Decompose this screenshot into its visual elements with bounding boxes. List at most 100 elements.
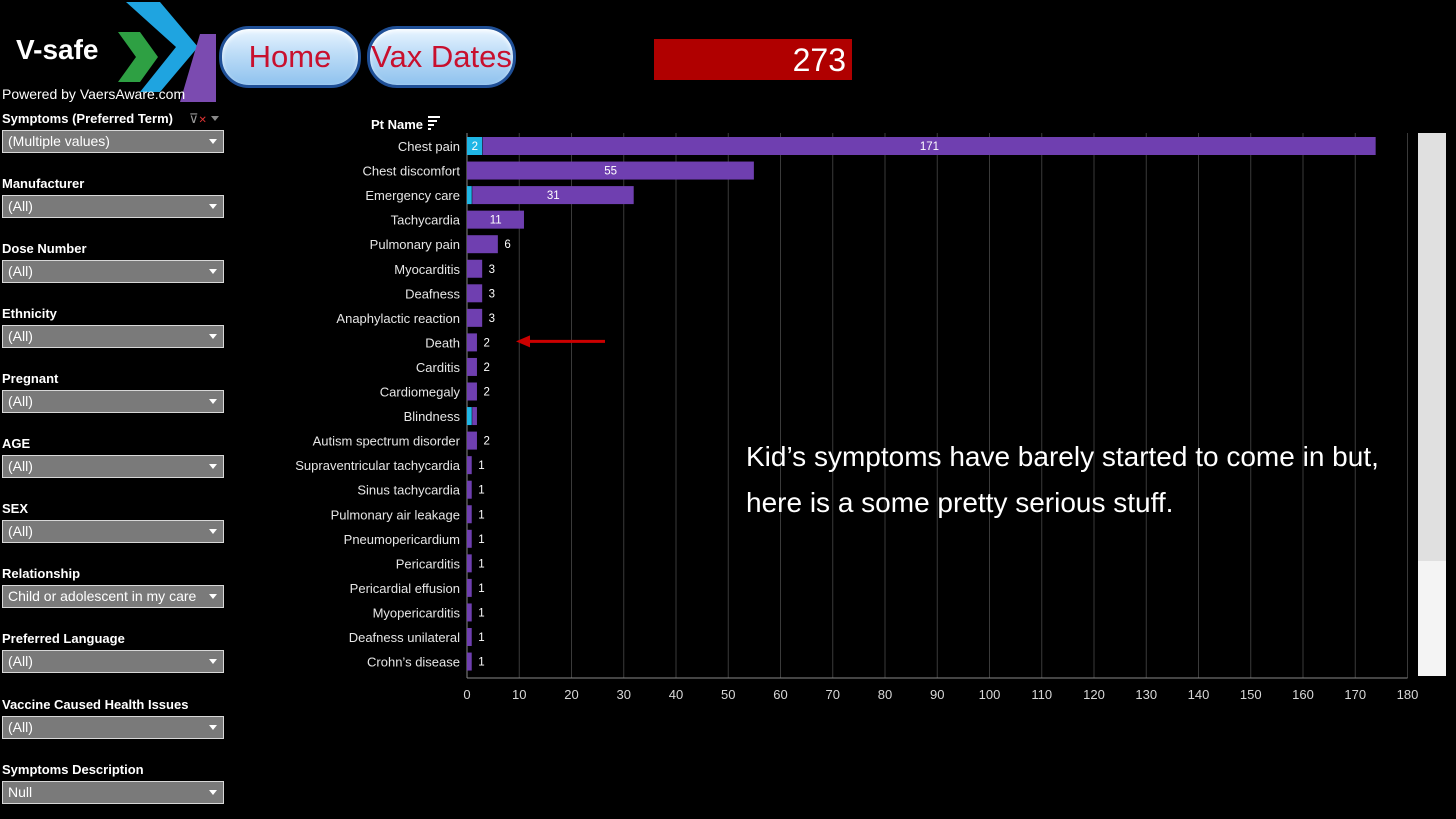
filter-dropdown[interactable]: (All): [2, 716, 224, 739]
data-label: 1: [478, 583, 484, 595]
filter-value: (All): [8, 393, 33, 409]
category-label: Crohn’s disease: [367, 655, 460, 670]
filter-title: Pregnant: [2, 371, 59, 386]
clear-filter-icon[interactable]: ⊽✕: [189, 111, 207, 126]
x-tick-label: 40: [669, 687, 683, 702]
bar-segment: [467, 628, 472, 646]
category-label: Deafness: [405, 286, 460, 301]
filter-value: (All): [8, 719, 33, 735]
bar-segment: [467, 308, 483, 327]
bar-segment: [482, 137, 1376, 155]
sort-icon: [428, 116, 440, 130]
chevron-down-icon: [209, 204, 217, 209]
x-tick-label: 20: [564, 687, 578, 702]
x-tick-label: 150: [1240, 687, 1262, 702]
filter-dropdown[interactable]: Child or adolescent in my care: [2, 585, 224, 608]
filter-dropdown[interactable]: (All): [2, 195, 224, 218]
data-label: 1: [478, 657, 484, 669]
data-label: 171: [920, 141, 939, 153]
filter-value: (All): [8, 458, 33, 474]
x-tick-label: 170: [1344, 687, 1366, 702]
filter-title: Manufacturer: [2, 176, 85, 191]
chevron-down-icon: [209, 399, 217, 404]
data-label: 1: [478, 534, 484, 546]
filter-title: Preferred Language: [2, 631, 125, 646]
chevron-down-icon: [209, 269, 217, 274]
x-tick-label: 90: [930, 687, 944, 702]
bar-segment: [467, 137, 483, 155]
chevron-down-icon: [209, 659, 217, 664]
data-label: 1: [478, 558, 484, 570]
filter-menu-icon[interactable]: [211, 116, 219, 121]
filter-dropdown[interactable]: (All): [2, 260, 224, 283]
logo-text: V-safe: [16, 34, 99, 65]
category-label: Chest discomfort: [362, 164, 460, 179]
data-label: 1: [478, 485, 484, 497]
bar-segment: [472, 186, 634, 205]
category-label: Pericarditis: [396, 556, 461, 571]
x-tick-label: 130: [1135, 687, 1157, 702]
filter-dropdown[interactable]: Null: [2, 781, 224, 804]
category-label: Pneumopericardium: [344, 532, 460, 547]
bar-segment: [467, 480, 472, 499]
filter-value: (All): [8, 328, 33, 344]
vax-dates-button[interactable]: Vax Dates: [367, 26, 516, 88]
bar-segment: [467, 382, 477, 401]
filter-dropdown[interactable]: (All): [2, 390, 224, 413]
filter-dropdown[interactable]: (Multiple values): [2, 130, 224, 153]
annotation-text: Kid’s symptoms have barely started to co…: [746, 441, 1379, 518]
chevron-down-icon: [209, 139, 217, 144]
category-label: Blindness: [404, 409, 461, 424]
category-label: Deafness unilateral: [349, 630, 460, 645]
chevron-logo-icon: [118, 2, 216, 102]
filter-title: SEX: [2, 501, 29, 516]
bar-segment: [467, 284, 483, 303]
filter-dropdown[interactable]: (All): [2, 455, 224, 478]
bar-segment: [467, 357, 477, 376]
x-tick-label: 30: [617, 687, 631, 702]
category-label: Tachycardia: [391, 213, 461, 228]
filter-title: Symptoms (Preferred Term): [2, 111, 173, 126]
data-label: 11: [490, 215, 502, 227]
powered-by-text: Powered by VaersAware.com: [2, 86, 186, 102]
scrollbar-thumb[interactable]: [1418, 561, 1446, 676]
x-tick-label: 0: [463, 687, 470, 702]
bar-segment: [467, 652, 472, 671]
x-tick-label: 10: [512, 687, 526, 702]
data-label: 1: [478, 607, 484, 619]
bar-segment: [467, 529, 472, 548]
bar-segment: [467, 259, 483, 278]
chevron-down-icon: [209, 464, 217, 469]
category-label: Autism spectrum disorder: [313, 434, 461, 449]
filter-value: (All): [8, 263, 33, 279]
filter-dropdown[interactable]: (All): [2, 520, 224, 543]
home-button[interactable]: Home: [219, 26, 361, 88]
filter-title: Vaccine Caused Health Issues: [2, 697, 189, 712]
bar-segment: [467, 186, 472, 205]
data-label: 2: [483, 337, 489, 349]
data-label: 3: [489, 264, 495, 276]
data-label: 2: [483, 362, 489, 374]
x-tick-label: 160: [1292, 687, 1314, 702]
bar-segment: [467, 333, 477, 352]
bar-segment: [467, 578, 472, 597]
x-tick-label: 180: [1397, 687, 1419, 702]
filter-title: Dose Number: [2, 241, 87, 256]
bar-segment: [467, 431, 477, 450]
filter-title: AGE: [2, 436, 31, 451]
bar-segment: [467, 554, 472, 573]
chevron-down-icon: [209, 725, 217, 730]
category-label: Anaphylactic reaction: [336, 311, 460, 326]
bar-segment: [467, 456, 472, 475]
category-label: Emergency care: [365, 188, 460, 203]
data-label: 1: [478, 460, 484, 472]
y-axis-title: Pt Name: [371, 117, 423, 132]
filter-dropdown[interactable]: (All): [2, 650, 224, 673]
bar-segment: [467, 210, 524, 229]
chevron-down-icon: [209, 334, 217, 339]
filter-title: Ethnicity: [2, 306, 57, 321]
filter-value: (Multiple values): [8, 133, 110, 149]
filter-dropdown[interactable]: (All): [2, 325, 224, 348]
category-label: Chest pain: [398, 139, 460, 154]
x-tick-label: 100: [979, 687, 1001, 702]
